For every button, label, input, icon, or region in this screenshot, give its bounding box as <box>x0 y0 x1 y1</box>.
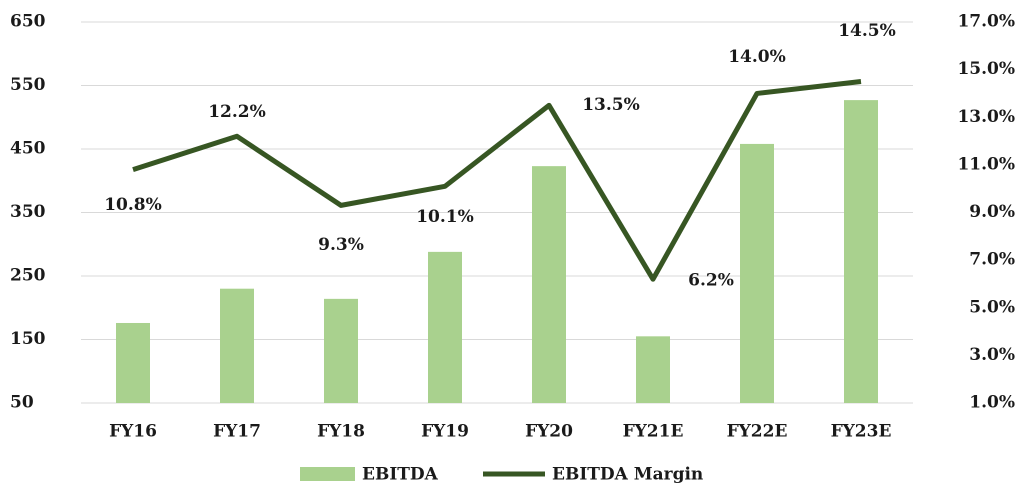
y2-tick-label: 1.0% <box>969 393 1015 413</box>
data-label: 14.5% <box>838 21 896 41</box>
x-tick-label: FY22E <box>727 422 788 442</box>
legend-label: EBITDA Margin <box>552 465 703 485</box>
y2-tick-label: 5.0% <box>969 297 1015 317</box>
x-tick-label: FY20 <box>525 422 573 442</box>
bar <box>428 251 462 403</box>
x-tick-label: FY23E <box>831 422 892 442</box>
bar <box>324 298 358 403</box>
data-label: 9.3% <box>318 235 364 255</box>
x-tick-label: FY21E <box>623 422 684 442</box>
bar <box>220 288 254 403</box>
data-label: 10.8% <box>104 195 162 215</box>
bar <box>740 143 774 404</box>
y2-tick-label: 11.0% <box>957 154 1015 174</box>
y2-tick-label: 17.0% <box>957 12 1015 32</box>
y-tick-label: 350 <box>10 202 46 222</box>
y-tick-label: 250 <box>10 266 46 286</box>
bar <box>532 166 566 403</box>
bar <box>844 100 878 403</box>
y2-tick-label: 3.0% <box>969 345 1015 365</box>
y2-tick-label: 7.0% <box>969 250 1015 270</box>
y2-tick-label: 15.0% <box>957 59 1015 79</box>
y-tick-label: 650 <box>10 12 46 32</box>
y-tick-label: 150 <box>10 329 46 349</box>
y2-tick-label: 13.0% <box>957 107 1015 127</box>
data-label: 6.2% <box>688 271 734 291</box>
bar <box>636 336 670 403</box>
x-tick-label: FY18 <box>317 422 365 442</box>
line <box>132 79 862 282</box>
y2-tick-label: 9.0% <box>969 202 1015 222</box>
bar <box>116 322 150 403</box>
data-label: 13.5% <box>582 95 640 115</box>
y-tick-label: 450 <box>10 139 46 159</box>
legend-label: EBITDA <box>362 465 439 485</box>
y-tick-label: 50 <box>10 393 34 413</box>
y-tick-label: 550 <box>10 75 46 95</box>
x-tick-label: FY17 <box>213 422 261 442</box>
legend-swatch <box>300 467 355 481</box>
x-tick-label: FY19 <box>421 422 469 442</box>
data-label: 14.0% <box>728 47 786 67</box>
x-tick-label: FY16 <box>109 422 157 442</box>
data-label: 10.1% <box>416 207 474 227</box>
data-label: 12.2% <box>208 102 266 122</box>
